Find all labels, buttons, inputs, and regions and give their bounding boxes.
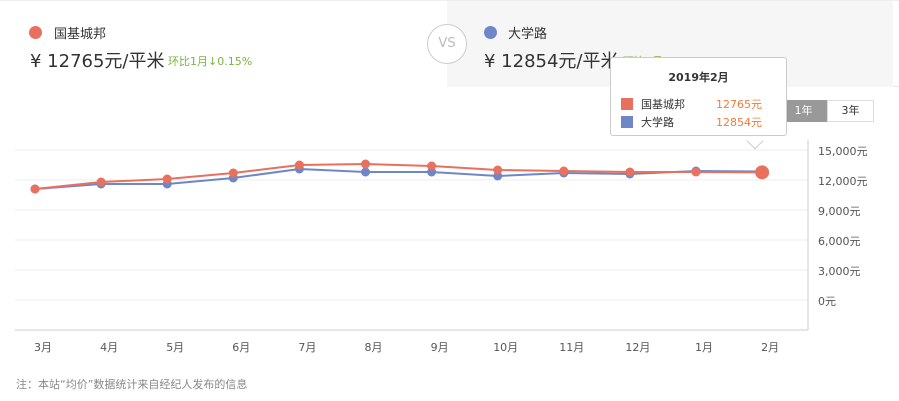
series-dot-icon	[29, 26, 42, 39]
x-tick-label: 12月	[625, 341, 651, 354]
vs-badge: VS	[427, 24, 467, 64]
data-point	[162, 174, 172, 184]
data-point	[625, 167, 635, 177]
x-tick-label: 4月	[100, 341, 119, 354]
left-name: 国基城邦	[54, 27, 107, 42]
right-price: ¥ 12854元/平米	[484, 51, 619, 72]
tab-3-years[interactable]: 3年	[827, 100, 874, 122]
y-tick-label: 9,000元	[818, 205, 861, 218]
y-tick-label: 15,000元	[818, 145, 868, 158]
x-tick-label: 9月	[430, 341, 449, 354]
tooltip-title: 2019年2月	[668, 71, 729, 84]
compare-left: 国基城邦 ¥ 12765元/平米 环比1月↓0.15%	[0, 1, 447, 87]
data-point	[361, 167, 370, 177]
x-tick-label: 5月	[166, 341, 185, 354]
x-tick-label: 7月	[298, 341, 317, 354]
legend-swatch-icon	[621, 98, 633, 110]
y-tick-label: 6,000元	[818, 235, 861, 248]
x-tick-label: 6月	[232, 341, 251, 354]
x-tick-label: 11月	[559, 341, 585, 354]
data-point	[294, 160, 304, 170]
data-point	[228, 168, 238, 178]
x-tick-label: 10月	[493, 341, 519, 354]
data-point	[691, 167, 701, 177]
chart-tooltip: 2019年2月 国基城邦 12765元 大学路 12854元	[610, 57, 787, 136]
data-point	[559, 166, 569, 176]
legend-swatch-icon	[621, 116, 633, 128]
x-tick-label: 8月	[364, 341, 383, 354]
x-tick-label: 3月	[34, 341, 52, 354]
data-point	[493, 165, 503, 175]
data-point	[96, 177, 106, 187]
footnote: 注：本站“均价”数据统计来自经纪人发布的信息	[16, 378, 248, 391]
series-dot-icon	[484, 26, 497, 39]
x-tick-label: 2月	[761, 341, 780, 354]
left-price: ¥ 12765元/平米	[30, 51, 165, 72]
right-name: 大学路	[508, 27, 548, 42]
tooltip-value: 12765元	[716, 98, 762, 111]
tooltip-value: 12854元	[716, 116, 762, 129]
tooltip-name: 大学路	[641, 116, 674, 129]
tooltip-name: 国基城邦	[641, 98, 685, 111]
data-point	[361, 159, 370, 169]
series-line-1	[34, 167, 763, 190]
y-tick-label: 0元	[818, 295, 836, 308]
y-tick-label: 3,000元	[818, 265, 861, 278]
data-point	[755, 165, 770, 180]
left-change: 环比1月↓0.15%	[168, 55, 253, 68]
x-tick-label: 1月	[695, 341, 713, 354]
data-point	[427, 161, 437, 171]
y-tick-label: 12,000元	[818, 175, 868, 188]
data-point	[30, 184, 40, 194]
series-line-0	[34, 162, 763, 190]
